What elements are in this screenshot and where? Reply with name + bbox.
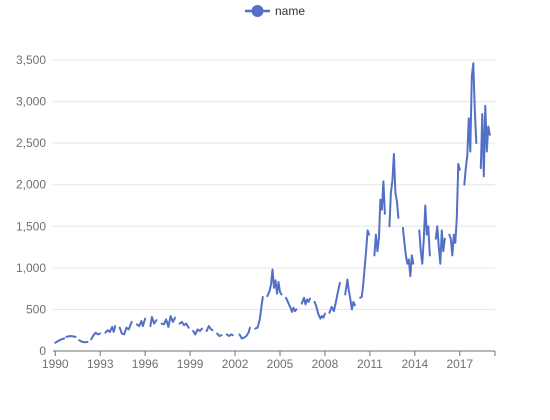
- series-line-segment: [388, 153, 400, 228]
- legend[interactable]: name: [245, 4, 305, 18]
- series-line-segment: [205, 325, 214, 332]
- series-line-segment: [266, 268, 283, 298]
- series-line-segment: [344, 278, 356, 311]
- grid-lines: [53, 59, 495, 310]
- series-line-segment: [328, 281, 341, 314]
- series-line-segment: [418, 204, 431, 265]
- series-line-segment: [479, 104, 491, 178]
- series-line-segment: [65, 335, 77, 338]
- series-line-segment: [192, 327, 204, 336]
- y-axis-tick-labels: 0 500 1,000 1,500 2,000 2,500 3,000 3,500: [16, 53, 46, 358]
- series-lines: [54, 62, 491, 344]
- series-line-segment: [216, 332, 223, 337]
- series-line-segment: [300, 296, 311, 306]
- legend-label: name: [275, 4, 305, 18]
- series-line-segment: [401, 226, 415, 278]
- series-line-segment: [463, 62, 478, 186]
- series-line-segment: [238, 326, 251, 340]
- series-line-segment: [178, 320, 190, 329]
- x-tick-label: 2017: [446, 357, 473, 371]
- series-line-segment: [78, 339, 89, 344]
- y-tick-label: 500: [26, 302, 46, 316]
- series-line-segment: [160, 315, 177, 328]
- x-tick-label: 1990: [42, 357, 69, 371]
- series-line-segment: [90, 331, 102, 341]
- x-axis: 1990 1993 1996 1999 2002 2005 2008 2011 2014 2017: [42, 350, 496, 371]
- series-line-segment: [359, 229, 371, 299]
- series-line-segment: [448, 162, 461, 257]
- series-line-segment: [254, 296, 264, 330]
- x-tick-label: 1993: [87, 357, 114, 371]
- x-tick-label: 2002: [222, 357, 249, 371]
- y-tick-label: 3,500: [16, 53, 46, 67]
- x-tick-label: 2011: [357, 357, 383, 371]
- x-tick-label: 1999: [177, 357, 204, 371]
- y-tick-label: 0: [39, 344, 46, 358]
- series-line-segment: [135, 317, 147, 328]
- series-line-segment: [225, 333, 234, 337]
- series-line-segment: [373, 180, 386, 257]
- series-line-segment: [104, 325, 117, 334]
- series-line-segment: [285, 296, 298, 313]
- x-tick-label: 2014: [401, 357, 428, 371]
- legend-circle-icon: [251, 5, 264, 17]
- x-tick-label: 2008: [312, 357, 339, 371]
- series-line-segment: [434, 225, 446, 265]
- series-line-segment: [54, 337, 66, 344]
- y-tick-label: 1,000: [16, 261, 46, 275]
- series-line-segment: [313, 300, 326, 320]
- x-tick-label: 1996: [132, 357, 159, 371]
- series-line-segment: [149, 315, 158, 328]
- y-tick-label: 1,500: [16, 219, 46, 233]
- x-tick-label: 2005: [267, 357, 294, 371]
- y-tick-label: 2,500: [16, 136, 46, 150]
- y-tick-label: 2,000: [16, 178, 46, 192]
- y-tick-label: 3,000: [16, 95, 46, 109]
- series-line-segment: [118, 320, 133, 336]
